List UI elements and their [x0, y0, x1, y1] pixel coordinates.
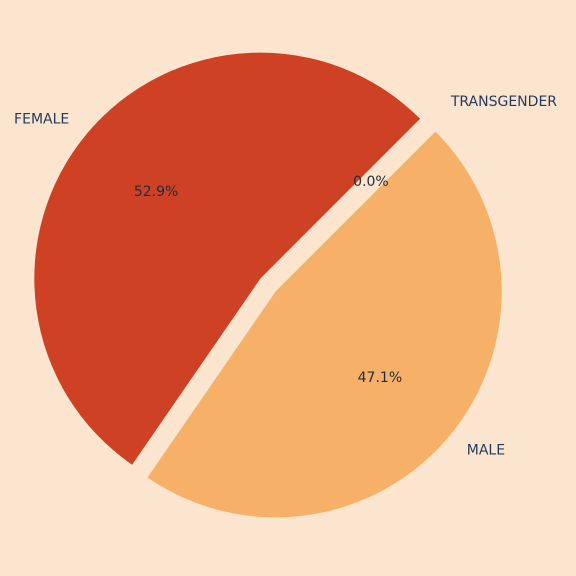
pie-slice-male — [147, 131, 502, 518]
pie-slice-percent-transgender: 0.0% — [353, 174, 389, 190]
pie-slices — [34, 52, 502, 518]
pie-slice-label-male: MALE — [467, 442, 505, 458]
pie-slice-percent-female: 52.9% — [134, 184, 178, 200]
pie-slice-label-female: FEMALE — [14, 112, 69, 128]
pie-slice-female — [34, 52, 421, 465]
pie-slice-label-transgender: TRANSGENDER — [450, 94, 557, 110]
pie-slice-percent-male: 47.1% — [358, 370, 402, 386]
pie-labels: 52.9% FEMALE 47.1% MALE 0.0% TRANSGENDER — [14, 94, 557, 458]
